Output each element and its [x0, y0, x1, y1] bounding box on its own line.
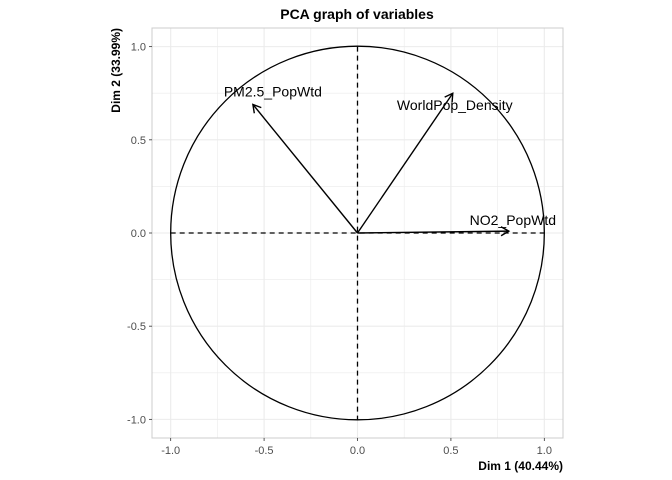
y-axis-ticks: -1.0 -0.5 0.0 0.5 1.0 — [127, 42, 152, 426]
variable-arrow-no2-popwtd — [357, 226, 511, 237]
y-tick-label: 0.5 — [131, 135, 146, 147]
variable-label-pm2-5-popwtd: PM2.5_PopWtd — [224, 83, 322, 99]
arrow-head — [444, 92, 454, 103]
variable-arrows — [251, 92, 511, 237]
arrow-shaft — [357, 230, 509, 234]
correlation-circle — [170, 45, 545, 421]
arrow-head — [251, 103, 262, 114]
reference-lines — [170, 46, 545, 420]
y-tick-label: -0.5 — [127, 321, 146, 333]
x-axis-label: Dim 1 (40.44%) — [478, 459, 563, 473]
x-tick-label: 0.5 — [443, 445, 458, 457]
chart-title: PCA graph of variables — [280, 6, 434, 22]
x-tick-label: -0.5 — [255, 445, 274, 457]
variable-arrow-pm2-5-popwtd — [251, 103, 359, 234]
arrow-shaft — [356, 92, 454, 234]
arrow-head — [500, 226, 511, 237]
x-tick-label: 0.0 — [350, 445, 365, 457]
variable-arrow-worldpop-density — [356, 92, 454, 234]
x-axis-ticks: -1.0 -0.5 0.0 0.5 1.0 — [161, 438, 552, 457]
variable-label-no2-popwtd: NO2_PopWtd — [470, 212, 556, 228]
y-tick-label: 1.0 — [131, 42, 146, 54]
x-tick-label: -1.0 — [161, 445, 180, 457]
variable-labels: PM2.5_PopWtd WorldPop_Density NO2_PopWtd — [224, 83, 556, 228]
y-tick-label: 0.0 — [131, 228, 146, 240]
arrow-shaft — [252, 103, 359, 234]
variable-label-worldpop-density: WorldPop_Density — [397, 97, 513, 113]
y-tick-label: -1.0 — [127, 414, 146, 426]
y-axis-label: Dim 2 (33.99%) — [109, 28, 123, 113]
x-tick-label: 1.0 — [537, 445, 552, 457]
